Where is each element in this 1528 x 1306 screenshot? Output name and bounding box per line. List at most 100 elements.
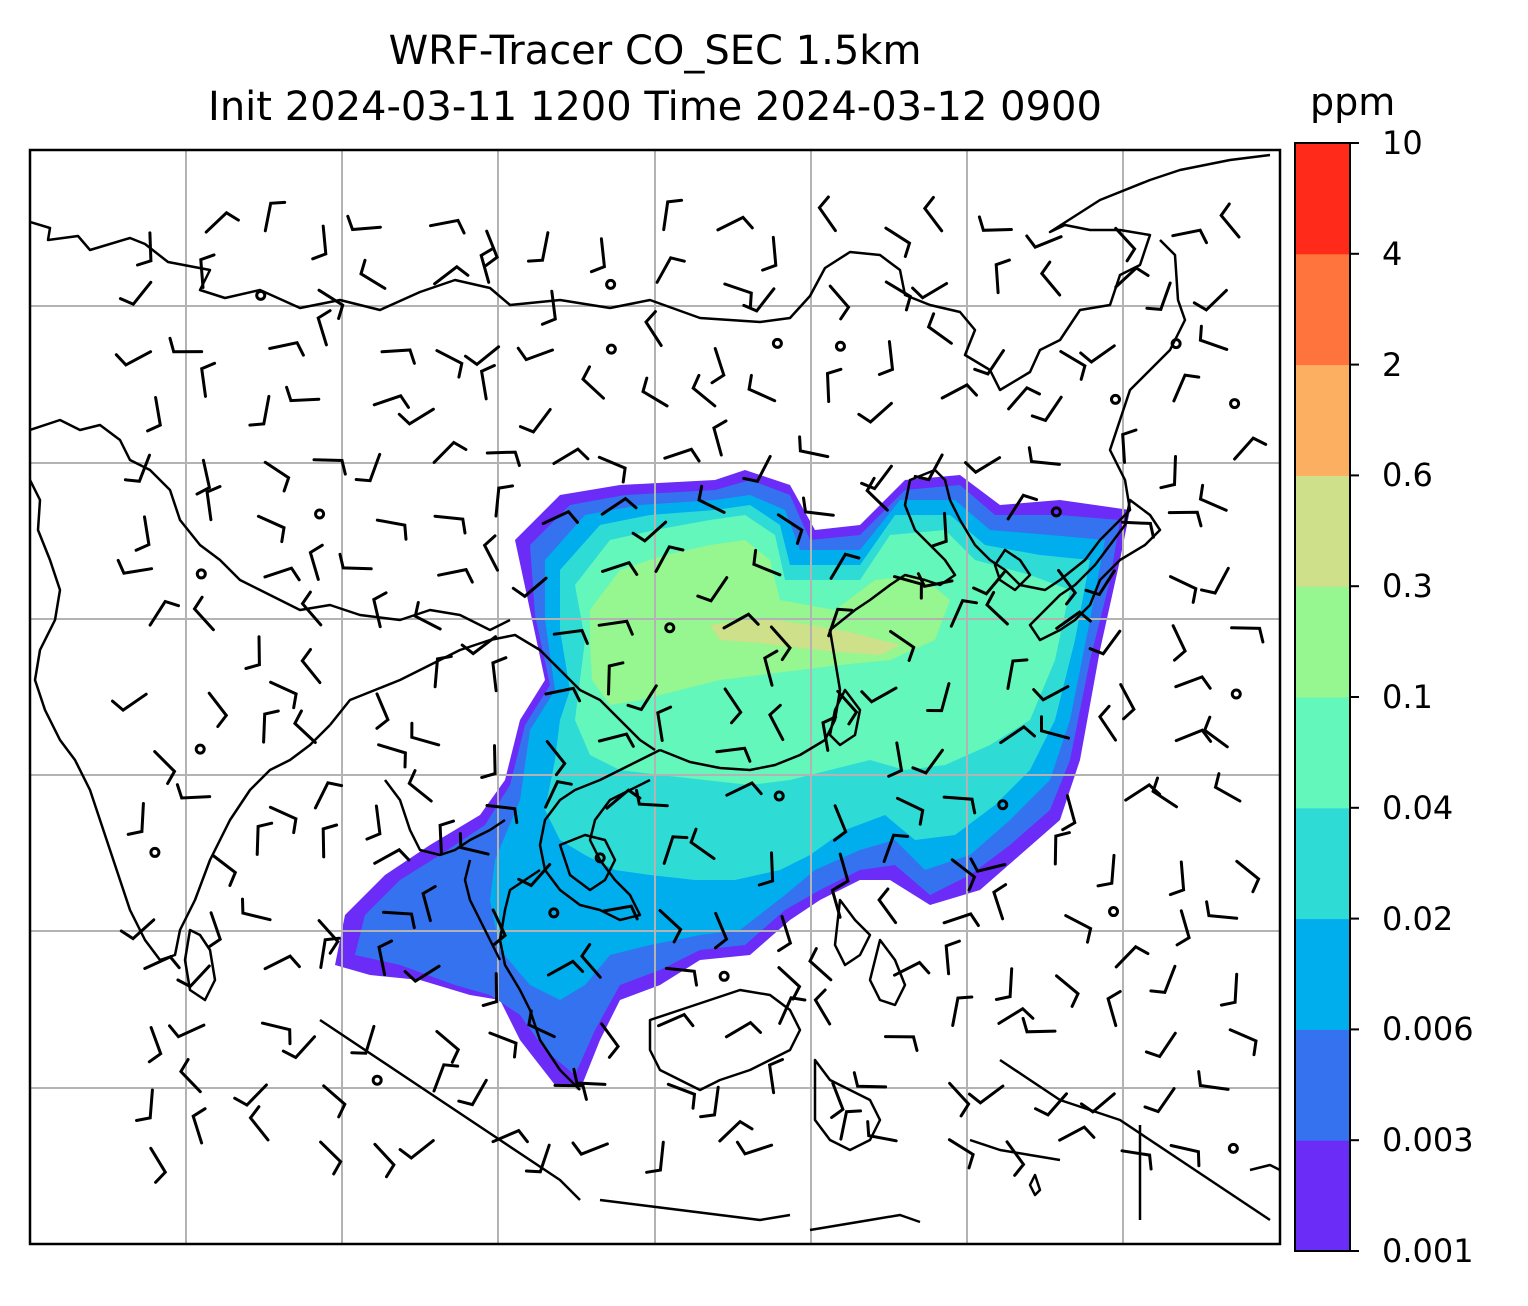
wind-barb (321, 823, 339, 859)
wind-barb (1235, 859, 1261, 894)
wind-barb (1120, 1149, 1153, 1171)
wind-barb (429, 218, 466, 235)
wind-barb (1096, 853, 1116, 888)
wind-barb (1145, 281, 1172, 311)
calm-wind-marker (1227, 1142, 1239, 1154)
wind-barb (992, 883, 1008, 921)
calm-wind-marker (1108, 906, 1120, 918)
wind-barb (248, 394, 271, 427)
wind-barb (255, 821, 274, 856)
wind-barb (1233, 436, 1268, 461)
wind-barb (488, 1031, 518, 1059)
wind-barb (518, 408, 552, 434)
colorbar (1295, 142, 1359, 1252)
wind-barb (354, 452, 382, 483)
wind-barb (199, 253, 216, 289)
wind-barb (1119, 683, 1136, 721)
wind-barb (421, 885, 437, 923)
wind-barb (666, 1082, 697, 1110)
calm-wind-marker (1109, 393, 1121, 405)
wind-barb (944, 939, 961, 976)
wind-barb (1198, 483, 1228, 512)
wind-barb (658, 909, 683, 944)
calm-wind-marker (149, 846, 161, 858)
wind-barb (398, 1139, 435, 1160)
wind-barb (263, 460, 291, 493)
wind-barb (947, 1138, 975, 1170)
wind-barb (1058, 1125, 1096, 1142)
wind-barb (262, 709, 280, 744)
wind-barb (407, 769, 433, 803)
wind-barb (994, 258, 1011, 295)
wind-barb (922, 195, 944, 233)
wind-barb (1055, 974, 1080, 1008)
wind-barb (607, 661, 625, 696)
wind-barb (714, 911, 729, 950)
wind-barb (1228, 1028, 1258, 1057)
wind-barb (192, 595, 215, 632)
wind-barb (207, 691, 229, 728)
wind-barb (931, 511, 948, 548)
wind-barb (1079, 1092, 1116, 1114)
wind-barb (1205, 900, 1239, 920)
wind-barb (433, 264, 470, 286)
wind-barb (546, 959, 585, 977)
wind-barb (1169, 1144, 1201, 1168)
wind-barb (1006, 658, 1029, 690)
wind-barb (365, 804, 382, 841)
wind-barb (168, 1023, 206, 1039)
wind-barb (1005, 1140, 1026, 1177)
wind-barb (827, 607, 854, 638)
wind-barb (316, 309, 332, 347)
wind-barb (285, 385, 321, 403)
wind-barb (777, 914, 793, 953)
wind-barb (664, 966, 698, 987)
wind-barb (413, 601, 442, 631)
wind-barb (735, 1140, 774, 1156)
wind-barb (641, 376, 669, 408)
wind-barb (884, 226, 912, 258)
colorbar-tick-label: 0.003 (1382, 1121, 1474, 1160)
wind-barb (346, 214, 382, 232)
co-tracer-field (335, 470, 1130, 1090)
wind-barb (852, 1071, 888, 1089)
wind-barb (403, 964, 441, 983)
wind-barb (484, 229, 499, 268)
wind-barb (322, 1084, 347, 1119)
calm-wind-marker (314, 508, 326, 520)
wind-barb (464, 345, 501, 367)
wind-barb (715, 746, 752, 763)
wind-barb (1149, 964, 1177, 995)
wind-barb (359, 258, 387, 290)
colorbar-frame (1294, 142, 1351, 1252)
wind-barb (699, 1085, 720, 1119)
wind-barb (778, 996, 807, 1025)
wind-barb (541, 509, 579, 525)
wind-barb (338, 552, 373, 571)
wind-barb (663, 447, 701, 463)
wind-barb (435, 1030, 461, 1064)
wind-barb (382, 910, 416, 930)
wind-barb (1219, 202, 1241, 239)
wind-barb (857, 401, 893, 424)
wind-barb (767, 1058, 784, 1095)
wind-barb (211, 854, 238, 887)
colorbar-tick-label: 4 (1382, 234, 1403, 273)
map-title-line1: WRF-Tracer CO_SEC 1.5km (388, 28, 922, 74)
colorbar-unit-label: ppm (1310, 80, 1396, 124)
wind-barb (597, 619, 634, 636)
wind-barb (494, 484, 515, 518)
wind-barb (527, 1009, 556, 1039)
wind-barb (457, 1078, 488, 1107)
wind-barb (1088, 629, 1122, 656)
wind-barb (757, 851, 775, 887)
wind-barb (657, 1012, 695, 1028)
wind-barb (972, 570, 1006, 596)
colorbar-swatch (1295, 1029, 1350, 1141)
wind-barb (380, 348, 416, 365)
wind-barb (1114, 226, 1137, 263)
wind-barb (761, 235, 778, 272)
wind-barb (168, 336, 204, 354)
wind-barb (460, 635, 497, 656)
wind-barb (135, 1088, 154, 1122)
